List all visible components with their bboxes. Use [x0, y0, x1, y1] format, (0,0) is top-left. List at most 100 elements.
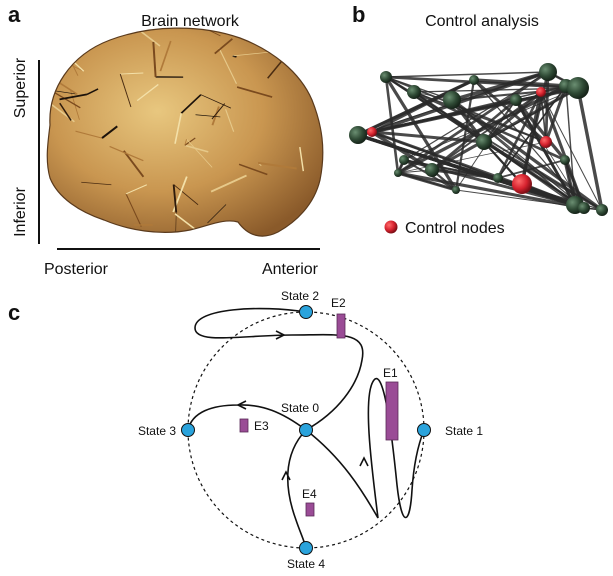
brain-edge	[184, 137, 196, 146]
brain-edge	[109, 145, 144, 162]
axis-label-anterior: Anterior	[262, 261, 319, 278]
network-edge	[431, 91, 542, 171]
brain-edge	[47, 75, 52, 91]
brain-edge	[125, 184, 148, 195]
control-node	[512, 174, 532, 194]
network-edge	[371, 79, 475, 133]
brain-edge	[195, 114, 221, 118]
trajectories	[187, 307, 425, 549]
network-node	[394, 169, 402, 177]
network-edge	[431, 86, 579, 172]
brain-edge	[68, 29, 94, 38]
network-edge	[384, 76, 400, 174]
energy-bar-e1	[385, 381, 399, 441]
panel-a-title: Brain network	[141, 13, 240, 30]
brain-edge	[207, 204, 227, 224]
network-edge	[397, 171, 585, 210]
network-edge	[371, 130, 485, 144]
energy-bar-e3	[239, 418, 249, 433]
network-edge	[357, 133, 585, 210]
brain-edge	[175, 212, 177, 235]
brain-network-image	[46, 27, 324, 237]
legend-control-node-marker	[384, 220, 398, 234]
brain-edge	[200, 94, 232, 109]
legend-control-nodes-label: Control nodes	[405, 220, 505, 237]
brain-edge	[136, 83, 159, 102]
control-node	[540, 136, 552, 148]
control-node	[536, 87, 546, 97]
brain-edge	[180, 94, 202, 114]
energy-label-e2: E2	[331, 296, 346, 310]
energy-label-e1: E1	[383, 366, 398, 380]
network-node	[452, 186, 460, 194]
network-node	[469, 75, 479, 85]
state-node-3	[181, 423, 195, 437]
panel-c: c E2 E1 E3 E4 State 0 State	[8, 289, 483, 571]
panel-b: b Control analysis Control nodes	[349, 2, 608, 237]
brain-edge	[172, 184, 178, 213]
brain-edge	[238, 163, 268, 176]
brain-edge	[299, 146, 305, 172]
panel-b-title: Control analysis	[425, 13, 539, 30]
brain-edge	[120, 72, 144, 75]
brain-edge	[59, 93, 88, 101]
trajectory-to-state-4	[286, 429, 307, 549]
state-label-2: State 2	[281, 289, 319, 303]
panel-a-letter: a	[8, 2, 21, 27]
network-node	[407, 85, 421, 99]
brain-edge	[75, 130, 103, 139]
brain-edge	[159, 40, 172, 72]
brain-edge	[218, 47, 238, 85]
network-node	[539, 63, 557, 81]
network-edge	[576, 87, 604, 211]
brain-edge	[59, 102, 72, 121]
state-node-1	[417, 423, 431, 437]
network-node	[510, 94, 522, 106]
state-label-4: State 4	[287, 557, 325, 571]
network-edge	[403, 87, 579, 161]
panel-a: a Brain network Superior Inferior Poster…	[8, 2, 324, 278]
panel-b-letter: b	[352, 2, 365, 27]
energy-label-e4: E4	[302, 487, 317, 501]
network-edge	[497, 159, 566, 179]
state-node-2	[299, 305, 313, 319]
brain-edge	[122, 150, 145, 178]
network-edge	[413, 91, 585, 209]
arrow-to-state-3	[236, 400, 247, 410]
arrow-to-state-2	[275, 330, 286, 340]
network-edge	[473, 79, 585, 209]
brain-edge	[174, 113, 183, 144]
axis-label-superior: Superior	[12, 57, 29, 118]
network-edge	[451, 99, 585, 209]
brain-edge	[174, 213, 196, 231]
network-node	[567, 77, 589, 99]
brain-edge	[257, 161, 297, 170]
brain-edge	[232, 51, 271, 57]
trajectory-arrows	[236, 330, 369, 481]
brain-edge	[308, 211, 314, 236]
network-node	[443, 91, 461, 109]
network-node	[578, 202, 590, 214]
network-node	[425, 163, 439, 177]
network-edge	[384, 76, 458, 191]
brain-edge	[225, 109, 235, 132]
network-edge	[413, 87, 579, 93]
panel-c-letter: c	[8, 300, 20, 325]
network-node	[399, 155, 409, 165]
brain-edge	[311, 218, 322, 236]
brain-edge	[86, 88, 99, 96]
state-label-3: State 3	[138, 424, 176, 438]
network-edge	[397, 171, 457, 192]
trajectory-to-state-1	[305, 377, 425, 519]
network-node	[596, 204, 608, 216]
state-node-4	[299, 541, 313, 555]
brain-edge	[236, 86, 273, 98]
brain-edge	[184, 144, 209, 153]
brain-edge	[186, 138, 213, 168]
energy-label-e3: E3	[254, 419, 269, 433]
brain-edge	[184, 139, 187, 146]
trajectory-to-state-2	[194, 307, 364, 431]
state-node-0	[299, 423, 313, 437]
network-node	[476, 134, 492, 150]
axis-label-posterior: Posterior	[44, 261, 109, 278]
